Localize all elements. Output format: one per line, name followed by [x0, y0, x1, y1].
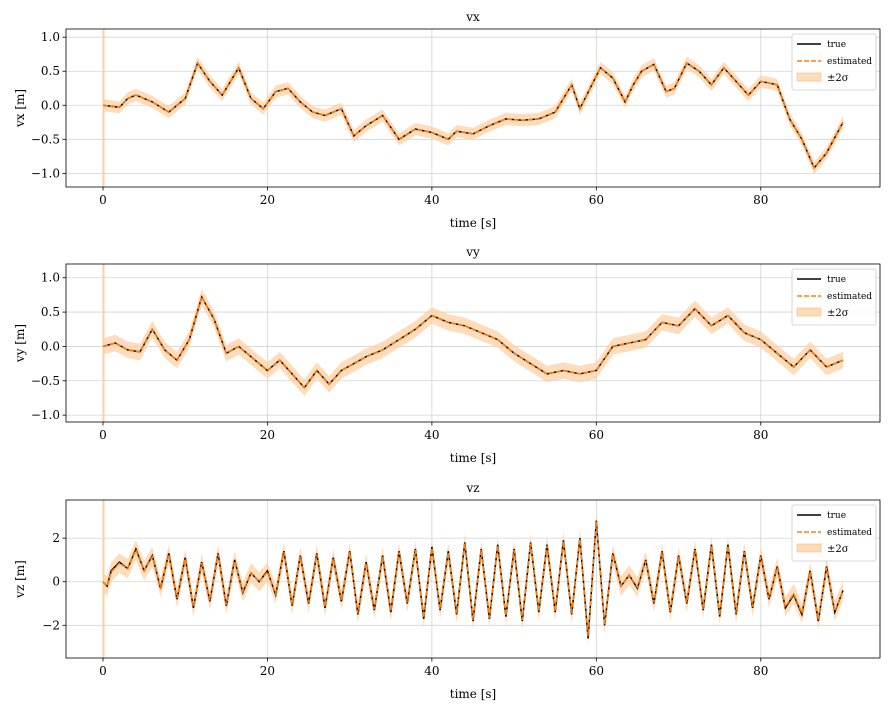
- plot-area: [102, 29, 844, 187]
- series-true: [102, 295, 844, 389]
- y-axis-label: vz [m]: [13, 560, 27, 599]
- y-tick-label: 1.0: [41, 30, 60, 44]
- legend: true estimated ±2σ: [791, 268, 877, 326]
- y-axis-label: vx [m]: [13, 89, 27, 128]
- chart-title: vx: [465, 10, 480, 24]
- x-tick-label: 80: [753, 664, 768, 678]
- legend-label-band: ±2σ: [827, 544, 849, 555]
- y-tick-label: 1.0: [41, 271, 60, 285]
- legend-swatch-band: [796, 543, 822, 553]
- chart-title: vy: [465, 245, 480, 259]
- legend-label-band: ±2σ: [827, 308, 849, 319]
- y-tick-label: 0.0: [41, 339, 60, 353]
- y-tick-label: 0: [52, 575, 60, 589]
- legend-label-band: ±2σ: [827, 73, 849, 84]
- y-tick-label: −1.0: [31, 166, 60, 180]
- x-tick-label: 0: [99, 664, 107, 678]
- x-tick-label: 80: [753, 428, 768, 442]
- legend-label-estimated: estimated: [827, 292, 872, 302]
- y-tick-label: 0.5: [41, 305, 60, 319]
- axes-frame: [65, 499, 881, 659]
- x-axis-label: time [s]: [450, 451, 496, 465]
- subplot-vx: 0 20 40 60 80 −1.0 −0.5 0.0 0.5 1.0 vx time [s] vx […: [13, 10, 881, 230]
- x-tick-label: 40: [424, 193, 439, 207]
- x-axis-label: time [s]: [450, 216, 496, 230]
- x-axis-label: time [s]: [450, 687, 496, 701]
- x-tick-label: 20: [260, 428, 275, 442]
- subplot-vz: 0 20 40 60 80 −2 0 2 vz time [s] vz [m] true estimat…: [13, 481, 881, 701]
- legend: true estimated ±2σ: [791, 33, 877, 91]
- x-tick-label: 60: [589, 664, 604, 678]
- y-tick-label: −0.5: [31, 132, 60, 146]
- legend-swatch-band: [796, 72, 822, 82]
- plot-area: [102, 264, 844, 422]
- x-tick-label: 80: [753, 193, 768, 207]
- axes-frame: [65, 263, 881, 423]
- subplot-vy: 0 20 40 60 80 −1.0 −0.5 0.0 0.5 1.0 vy time [s] vy […: [13, 245, 881, 465]
- x-tick-label: 20: [260, 664, 275, 678]
- y-tick-label: 0.0: [41, 98, 60, 112]
- x-tick-label: 40: [424, 428, 439, 442]
- chart-title: vz: [465, 481, 479, 495]
- x-tick-label: 60: [589, 428, 604, 442]
- legend-label-estimated: estimated: [827, 57, 872, 67]
- y-axis-label: vy [m]: [13, 324, 27, 363]
- grid: [66, 264, 880, 422]
- legend-label-true: true: [827, 40, 846, 50]
- legend-label-true: true: [827, 275, 846, 285]
- y-tick-label: 0.5: [41, 64, 60, 78]
- legend-label-estimated: estimated: [827, 528, 872, 538]
- legend: true estimated ±2σ: [791, 504, 877, 562]
- x-tick-label: 0: [99, 193, 107, 207]
- x-tick-label: 0: [99, 428, 107, 442]
- legend-swatch-band: [796, 307, 822, 317]
- series-estimated: [102, 521, 844, 637]
- x-tick-label: 40: [424, 664, 439, 678]
- sigma-band: [103, 288, 843, 396]
- plot-area: [102, 500, 844, 658]
- series-estimated: [102, 295, 844, 389]
- legend-label-true: true: [827, 511, 846, 521]
- y-tick-label: −0.5: [31, 374, 60, 388]
- sigma-band: [103, 56, 843, 175]
- y-tick-label: −2: [42, 618, 60, 632]
- y-tick-label: −1.0: [31, 408, 60, 422]
- x-tick-label: 20: [260, 193, 275, 207]
- grid: [66, 29, 880, 187]
- y-tick-label: 2: [52, 531, 60, 545]
- series-estimated: [102, 61, 844, 170]
- axes-frame: [65, 28, 881, 188]
- x-tick-label: 60: [589, 193, 604, 207]
